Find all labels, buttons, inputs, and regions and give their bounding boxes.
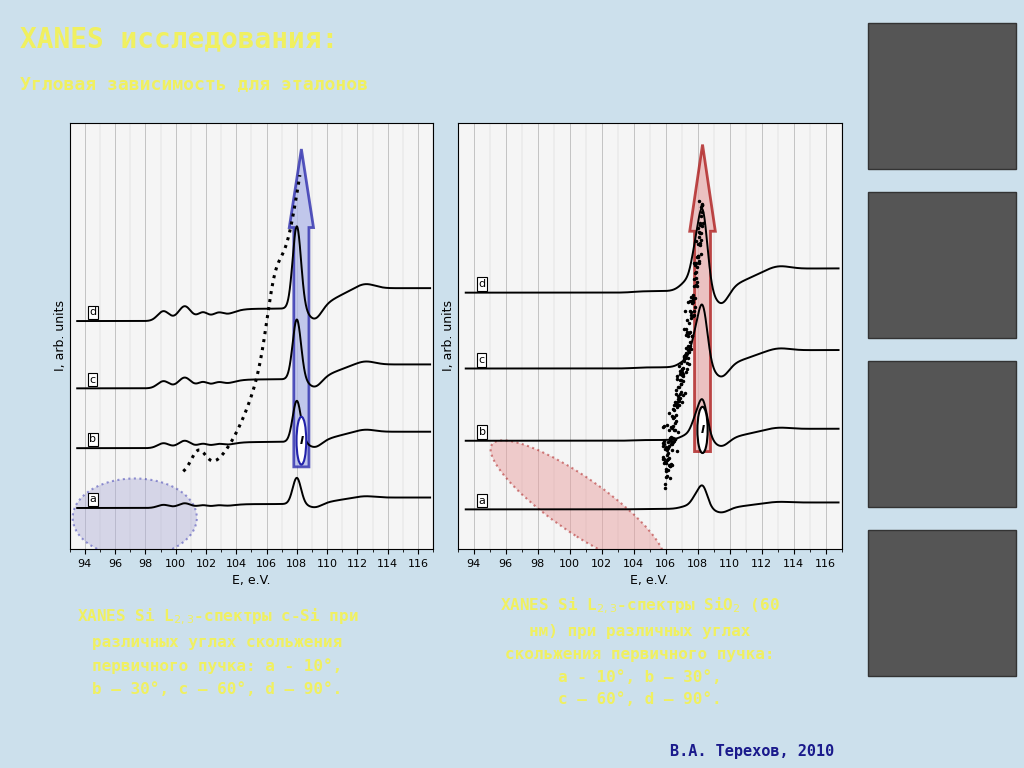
Text: XANES Si L$_{2,3}$-спектры SiO$_2$ (60
нм) при различных углах
скольжения первич: XANES Si L$_{2,3}$-спектры SiO$_2$ (60 н…	[500, 596, 779, 707]
FancyBboxPatch shape	[868, 23, 1016, 169]
Circle shape	[697, 407, 708, 453]
FancyBboxPatch shape	[868, 192, 1016, 338]
Y-axis label: I, arb. units: I, arb. units	[54, 300, 67, 372]
FancyBboxPatch shape	[868, 530, 1016, 676]
Text: d: d	[478, 279, 485, 289]
Text: Угловая зависимость для эталонов: Угловая зависимость для эталонов	[19, 75, 368, 93]
Text: b: b	[478, 427, 485, 437]
Ellipse shape	[73, 478, 197, 557]
Polygon shape	[289, 149, 313, 467]
Circle shape	[297, 417, 306, 465]
X-axis label: E, e.V.: E, e.V.	[631, 574, 669, 588]
Text: a: a	[89, 495, 96, 505]
Text: b: b	[89, 435, 96, 445]
Text: a: a	[478, 496, 485, 506]
Y-axis label: I, arb. units: I, arb. units	[442, 300, 455, 372]
X-axis label: E, e.V.: E, e.V.	[232, 574, 270, 588]
Ellipse shape	[490, 440, 665, 568]
Text: c: c	[478, 355, 484, 365]
Text: I: I	[299, 435, 303, 445]
Text: XANES Si L$_{2,3}$-спектры c-Si при
различных углах скольжения
первичного пучка:: XANES Si L$_{2,3}$-спектры c-Si при разл…	[77, 607, 358, 697]
Text: I: I	[700, 425, 705, 435]
Polygon shape	[690, 144, 716, 452]
Text: d: d	[89, 307, 96, 317]
Text: XANES исследования:: XANES исследования:	[19, 25, 338, 53]
Text: В.А. Терехов, 2010: В.А. Терехов, 2010	[671, 743, 835, 759]
FancyBboxPatch shape	[868, 361, 1016, 507]
Text: c: c	[89, 375, 95, 385]
